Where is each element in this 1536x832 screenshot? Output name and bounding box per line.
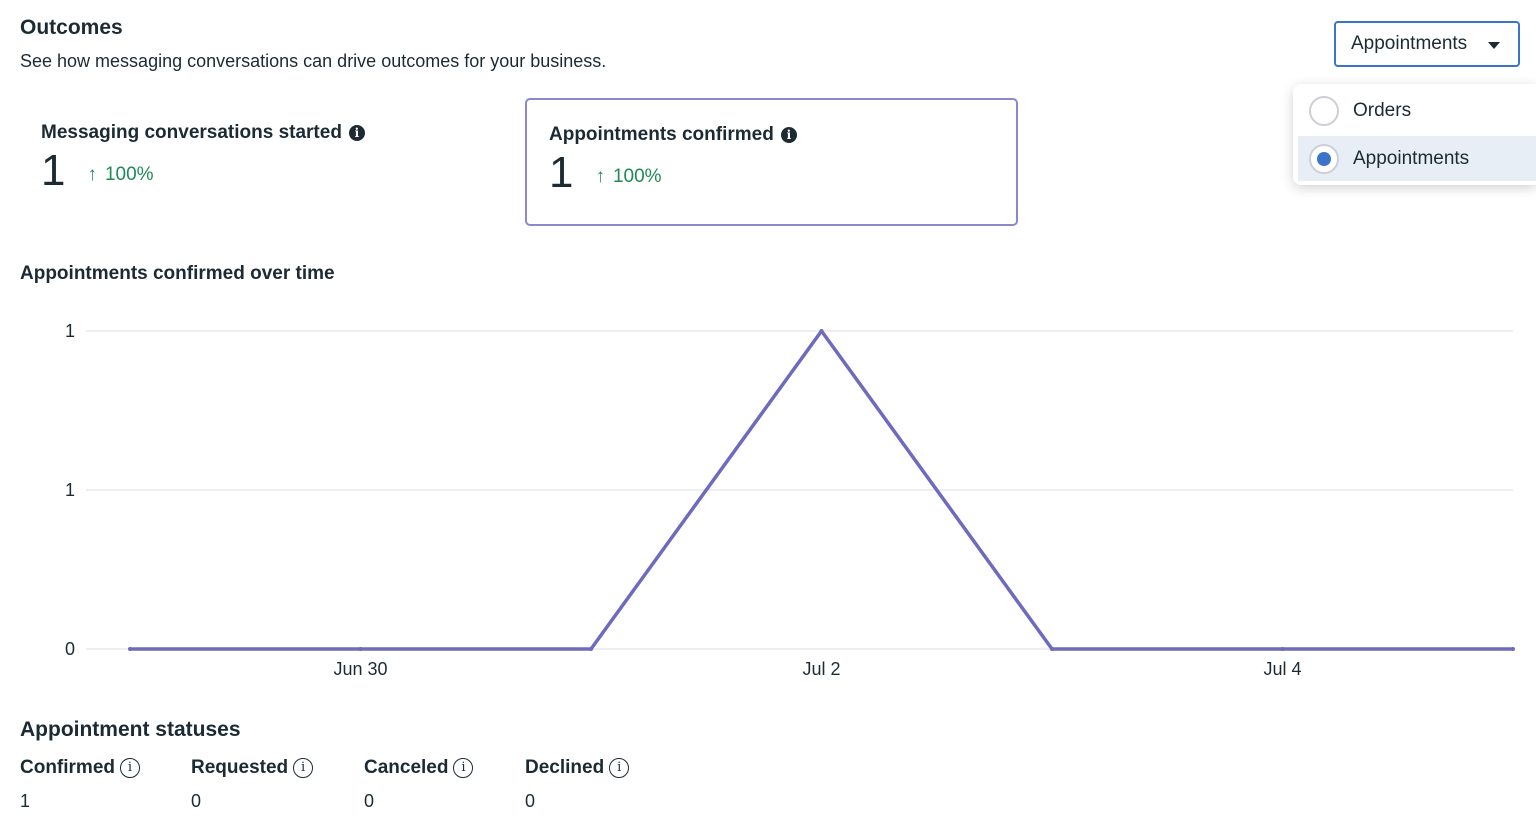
info-icon[interactable]: i	[120, 758, 140, 778]
info-icon[interactable]: i	[453, 758, 474, 778]
metric-value: 1	[549, 148, 574, 197]
data-point[interactable]	[1511, 647, 1515, 651]
arrow-up-icon: ↑	[595, 166, 605, 187]
metric-label: Appointments confirmed i	[549, 124, 797, 146]
status-value-declined: 0	[525, 791, 536, 811]
status-label-text: Requested	[191, 757, 289, 778]
caret-down-icon	[1488, 42, 1500, 49]
page-subtitle: See how messaging conversations can driv…	[20, 51, 607, 71]
metric-card-conversations-started[interactable]: Messaging conversations started i 1 ↑ 10…	[41, 122, 365, 196]
metric-card-appointments-confirmed[interactable]: Appointments confirmed i 1 ↑ 100%	[525, 98, 1018, 226]
metric-label: Messaging conversations started i	[41, 122, 365, 144]
y-tick-label: 1	[65, 321, 75, 341]
line-chart: 0 1 1 Jun 30 Jul 2 Jul 4	[65, 321, 1515, 679]
data-point[interactable]	[358, 647, 363, 651]
status-label-text: Canceled	[364, 757, 449, 778]
info-icon[interactable]: i	[609, 758, 630, 778]
menu-option-label: Appointments	[1353, 147, 1470, 169]
metric-value: 1	[41, 146, 66, 195]
status-label-canceled: Canceled i	[364, 757, 474, 779]
status-value-confirmed: 1	[20, 791, 31, 811]
arrow-up-icon: ↑	[87, 164, 97, 185]
metric-change: ↑ 100%	[87, 164, 153, 186]
metric-label-text: Messaging conversations started	[41, 122, 342, 143]
metric-value-row: 1 ↑ 100%	[41, 146, 365, 196]
statuses-title: Appointment statuses	[20, 718, 241, 741]
data-point[interactable]	[1280, 647, 1285, 651]
page-title: Outcomes	[20, 16, 123, 39]
metric-label-text: Appointments confirmed	[549, 124, 774, 145]
data-point[interactable]	[128, 647, 132, 651]
status-label-declined: Declined i	[525, 757, 630, 779]
status-value-canceled: 0	[364, 791, 375, 811]
status-label-requested: Requested i	[191, 757, 314, 779]
status-label-confirmed: Confirmed i	[20, 757, 140, 779]
info-icon[interactable]: i	[780, 127, 797, 143]
status-label-text: Declined	[525, 757, 605, 778]
data-point[interactable]	[819, 329, 824, 333]
metric-change: ↑ 100%	[595, 166, 661, 188]
x-tick-label: Jun 30	[333, 659, 387, 679]
data-point[interactable]	[589, 647, 593, 651]
menu-option-label: Orders	[1353, 99, 1412, 121]
menu-option-orders[interactable]: Orders	[1298, 88, 1536, 133]
x-tick-label: Jul 4	[1263, 659, 1301, 679]
info-icon[interactable]: i	[348, 125, 365, 141]
x-tick-label: Jul 2	[802, 659, 840, 679]
dropdown-selected-label: Appointments	[1351, 33, 1468, 54]
info-icon[interactable]: i	[293, 758, 314, 778]
y-tick-label: 0	[65, 639, 75, 659]
status-label-text: Confirmed	[20, 757, 115, 778]
chart-title: Appointments confirmed over time	[20, 263, 335, 284]
data-point[interactable]	[1050, 647, 1054, 651]
metric-change-value: 100%	[612, 166, 662, 187]
outcome-type-dropdown[interactable]: Appointments	[1334, 21, 1520, 67]
dropdown-menu: Orders Appointments	[1293, 84, 1536, 185]
radio-appointments[interactable]	[1309, 143, 1339, 174]
y-tick-label: 1	[65, 480, 75, 500]
metric-value-row: 1 ↑ 100%	[549, 148, 797, 198]
metric-change-value: 100%	[104, 164, 154, 185]
radio-orders[interactable]	[1309, 95, 1339, 126]
status-value-requested: 0	[191, 791, 202, 811]
menu-option-appointments[interactable]: Appointments	[1298, 136, 1536, 181]
